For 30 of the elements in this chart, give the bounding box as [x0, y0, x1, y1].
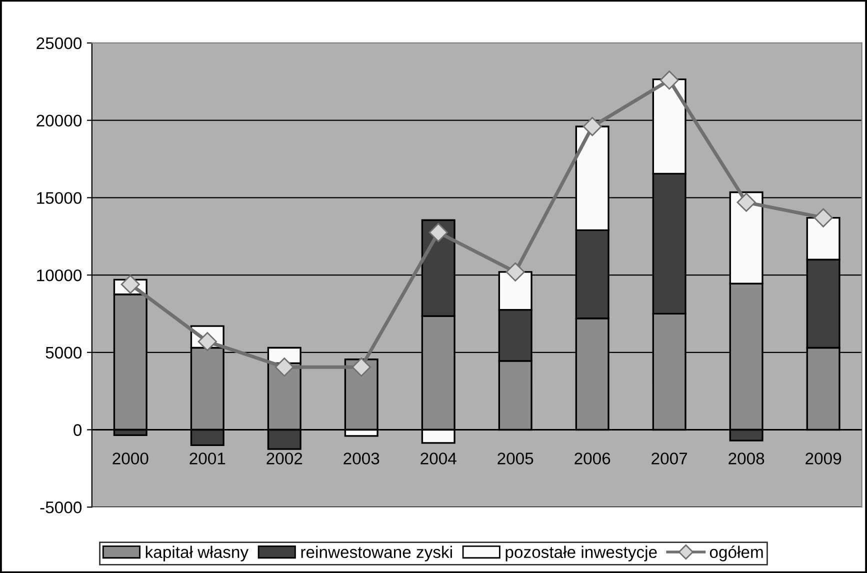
x-tick-label: 2007	[652, 452, 688, 464]
point	[120, 274, 140, 294]
y-tick-label: -5000	[40, 502, 82, 514]
legend-label: reinwestowane zyski	[301, 546, 452, 562]
point	[428, 222, 448, 242]
x-tick-label: 2008	[728, 452, 764, 464]
point	[582, 116, 602, 136]
x-tick-label: 2001	[190, 452, 226, 464]
legend-label: ogółem	[710, 546, 763, 562]
y-tick-label: 15000	[37, 192, 82, 204]
y-tick-label: 5000	[46, 346, 82, 359]
point	[814, 208, 833, 228]
x-tick-label: 2002	[266, 452, 302, 464]
point	[352, 358, 371, 377]
x-tick-label: 2005	[498, 452, 534, 464]
legend-label: pozostałe inwestycje	[506, 546, 657, 562]
x-tick-label: 2006	[574, 452, 610, 464]
y-tick-label: 20000	[36, 114, 82, 127]
y-tick-label: 25000	[36, 37, 82, 50]
x-tick-label: 2000	[112, 452, 148, 464]
point	[660, 70, 679, 90]
x-tick-label: 2009	[806, 452, 842, 464]
point	[506, 262, 525, 282]
y-tick-label: 0	[74, 424, 82, 436]
x-tick-label: 2004	[420, 452, 456, 464]
point	[736, 192, 756, 212]
y-tick-label: 10000	[37, 269, 82, 282]
x-tick-label: 2003	[344, 452, 380, 464]
legend-label: kapitał własny	[146, 546, 249, 562]
point	[274, 358, 294, 377]
